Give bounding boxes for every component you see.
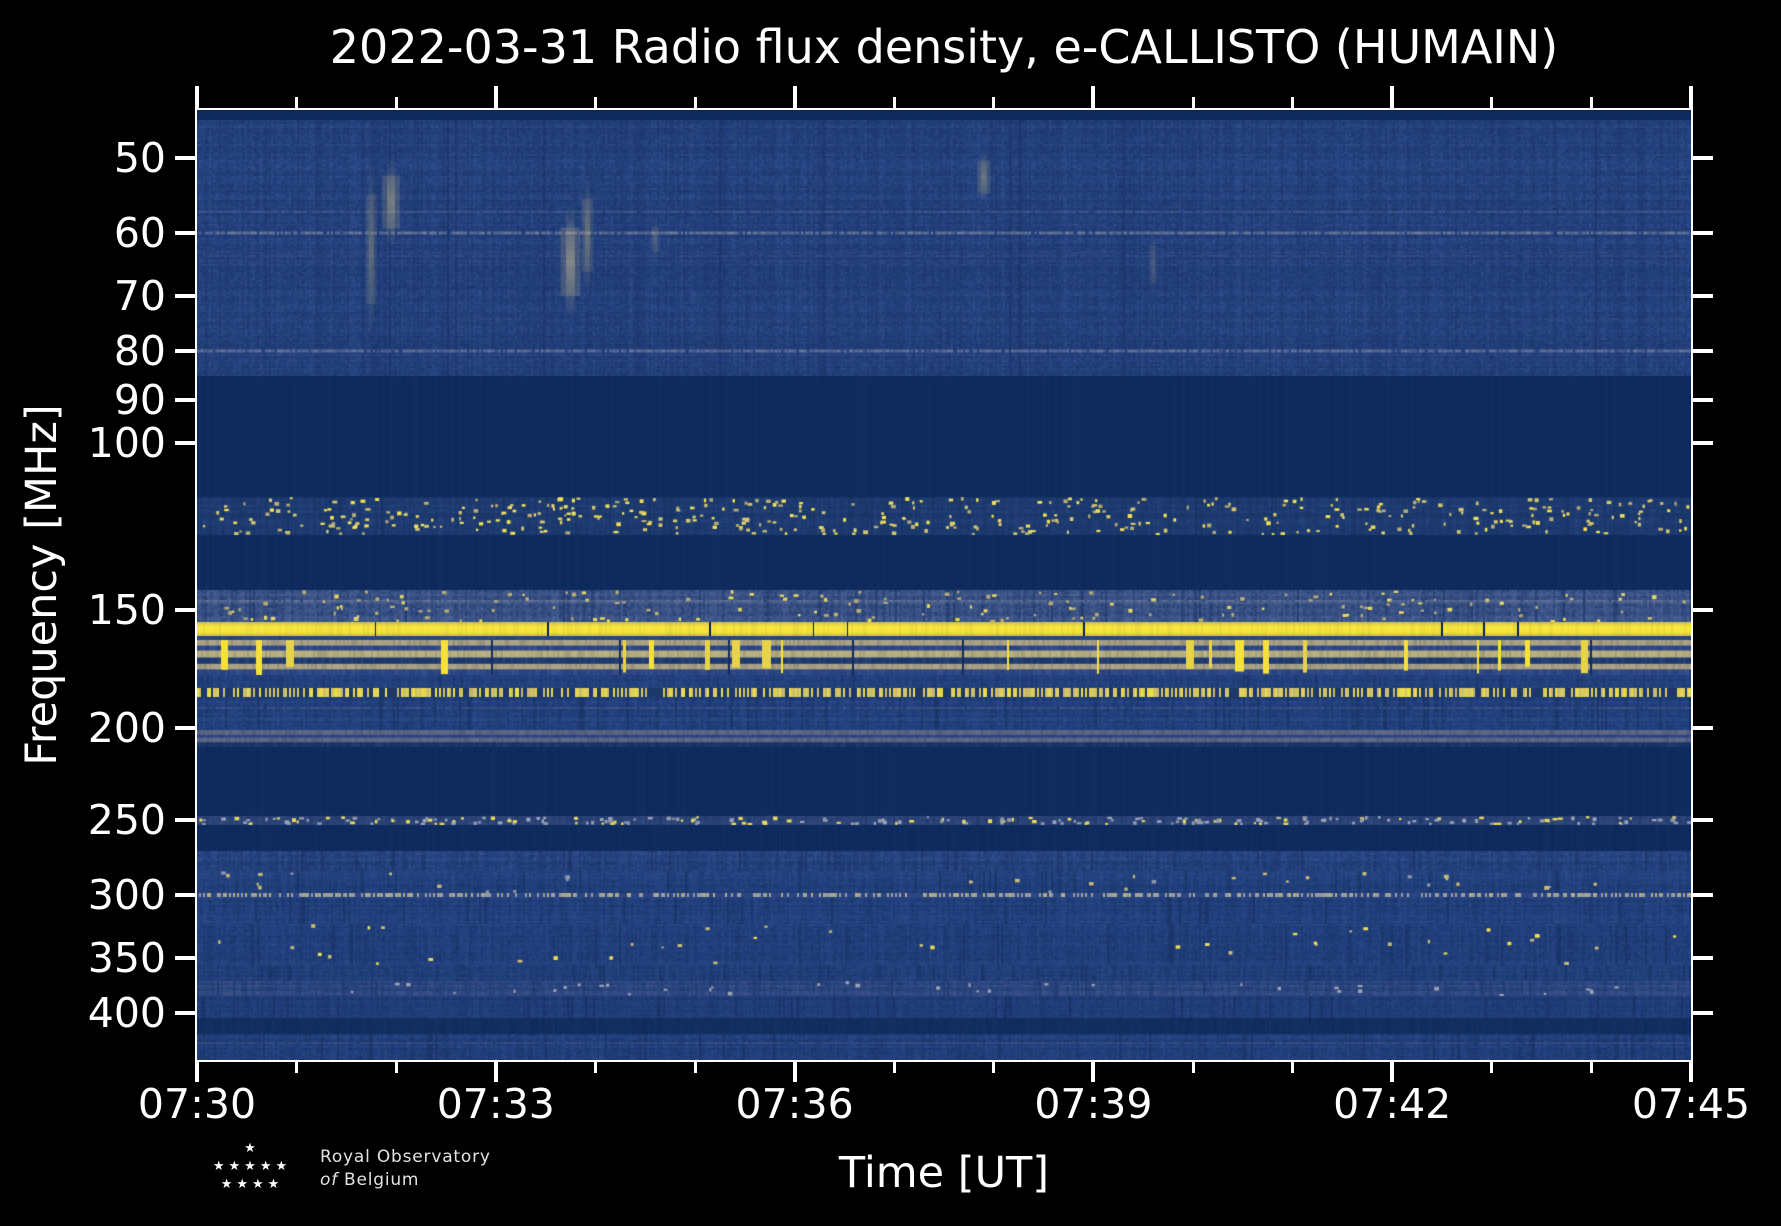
axis-tick [1291,1062,1295,1073]
y-tick-label: 300 [87,870,166,919]
axis-tick [1693,155,1713,160]
axis-tick [295,97,299,108]
axis-tick [1693,294,1713,299]
axis-tick [1091,1062,1096,1082]
axis-tick [175,155,195,160]
axis-tick [295,1062,299,1073]
y-tick-label: 250 [87,795,166,844]
x-tick-label: 07:42 [1333,1080,1452,1128]
rob-logo-stars-icon: ★ ★★★★★ ★★★★ [196,1140,308,1194]
axis-tick [1390,1062,1395,1082]
axis-tick [1191,1062,1195,1073]
axis-tick [493,86,498,108]
axis-tick [175,892,195,897]
rob-logo-text: Royal Observatory of Belgium [320,1146,491,1192]
axis-tick [1693,607,1713,612]
axis-tick [195,1062,199,1082]
axis-tick [1693,817,1713,822]
axis-tick [1693,1010,1713,1015]
axis-tick [992,97,996,108]
axis-tick [175,956,195,961]
x-tick-label: 07:36 [735,1080,854,1128]
x-axis-label: Time [UT] [838,1148,1050,1198]
star-row: ★★★★ [220,1177,284,1192]
y-tick-label: 50 [113,133,166,182]
axis-tick [1390,86,1395,108]
axis-tick [394,1062,398,1073]
axis-tick [175,607,195,612]
star-row: ★ [244,1141,260,1156]
axis-tick [593,97,597,108]
axis-tick [175,440,195,445]
axis-tick [1693,725,1713,730]
axis-tick [1693,892,1713,897]
axis-tick [1693,956,1713,961]
axis-tick [175,397,195,402]
star-row: ★★★★★ [212,1159,292,1174]
axis-tick [1589,1062,1593,1073]
axis-tick [175,294,195,299]
axis-tick [1693,440,1713,445]
x-tick-label: 07:30 [137,1080,257,1128]
rob-logo: ★ ★★★★★ ★★★★ Royal Observatory of Belgium [196,1140,491,1194]
page-title: 2022-03-31 Radio flux density, e-CALLIST… [329,20,1559,74]
axis-tick [394,97,398,108]
axis-tick [175,349,195,354]
x-tick-label: 07:39 [1034,1080,1153,1128]
axis-tick [892,1062,896,1073]
axis-tick [175,725,195,730]
axis-tick [1191,97,1195,108]
axis-tick [1689,86,1693,108]
rob-logo-line1: Royal Observatory [320,1147,491,1167]
y-tick-label: 70 [113,272,166,321]
y-tick-label: 200 [87,703,166,752]
x-tick-label: 07:33 [436,1080,555,1128]
axis-tick [195,86,199,108]
axis-tick [175,1010,195,1015]
y-tick-label: 400 [87,988,166,1037]
y-tick-label: 90 [113,375,166,424]
axis-tick [175,230,195,235]
axis-tick [693,97,697,108]
y-tick-label: 100 [87,418,166,467]
axis-tick [1693,230,1713,235]
x-tick-label: 07:45 [1631,1080,1751,1128]
y-tick-label: 80 [113,327,166,376]
axis-tick [1490,1062,1494,1073]
axis-tick [693,1062,697,1073]
axis-tick [1689,1062,1693,1082]
axis-tick [1693,397,1713,402]
y-tick-label: 350 [87,934,166,983]
rob-logo-line2: of Belgium [320,1169,491,1192]
axis-tick [593,1062,597,1073]
axis-tick [792,86,797,108]
plot-frame [195,108,1693,1062]
y-tick-label: 60 [113,208,166,257]
rob-logo-belgium: Belgium [344,1170,420,1190]
rob-logo-of: of [320,1170,338,1190]
axis-tick [892,97,896,108]
axis-tick [1091,86,1096,108]
axis-tick [792,1062,797,1082]
axis-tick [1291,97,1295,108]
spectrogram-canvas [197,110,1691,1060]
y-axis-label: Frequency [MHz] [17,404,67,766]
axis-tick [175,817,195,822]
axis-tick [1589,97,1593,108]
axis-tick [1490,97,1494,108]
axis-tick [992,1062,996,1073]
y-tick-label: 150 [87,585,166,634]
axis-tick [493,1062,498,1082]
axis-tick [1693,349,1713,354]
